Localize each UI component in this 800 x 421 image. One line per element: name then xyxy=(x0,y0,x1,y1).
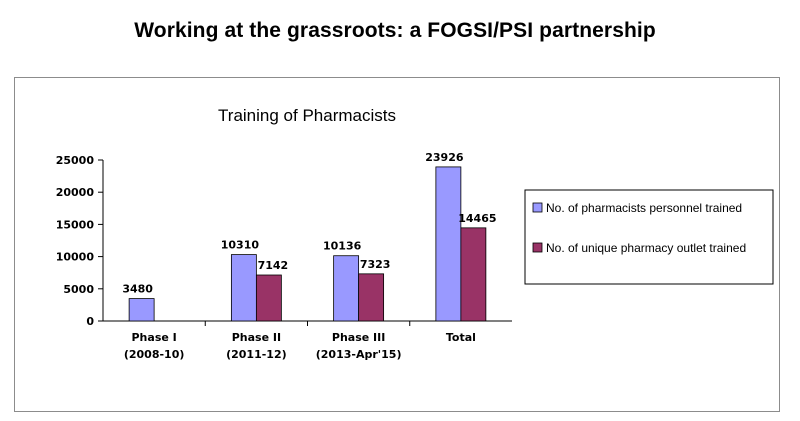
chart-frame: Training of Pharmacists 0 5000 10000 15000 20… xyxy=(14,77,780,412)
chart-title: Training of Pharmacists xyxy=(218,106,396,125)
y-tick-label: 10000 xyxy=(56,251,95,264)
data-label: 7323 xyxy=(360,258,391,271)
x-category-label: (2011-12) xyxy=(226,348,287,361)
legend-swatch xyxy=(532,202,543,213)
bar-1 xyxy=(333,255,360,322)
legend-label: No. of pharmacists personnel trained xyxy=(546,201,742,215)
data-label: 23926 xyxy=(425,151,464,164)
legend-swatch xyxy=(532,242,543,253)
bar-1 xyxy=(230,254,257,322)
data-label: 3480 xyxy=(122,283,153,296)
bar-2 xyxy=(460,227,487,322)
data-label: 7142 xyxy=(258,259,289,272)
bar-2 xyxy=(255,274,282,322)
bar-chart: Training of Pharmacists 0 5000 10000 15000 20… xyxy=(56,106,774,361)
x-category-label: Phase I xyxy=(132,331,177,344)
data-label: 10310 xyxy=(221,239,260,252)
bar-1 xyxy=(435,166,462,322)
y-tick-label: 25000 xyxy=(56,154,95,167)
data-label: 14465 xyxy=(458,212,496,225)
y-tick-label: 20000 xyxy=(56,186,95,199)
y-tick-label: 5000 xyxy=(63,283,94,296)
x-category-label: (2008-10) xyxy=(124,348,185,361)
x-category-label: Phase II xyxy=(232,331,281,344)
y-tick-label: 15000 xyxy=(56,218,95,231)
x-category-label: (2013-Apr'15) xyxy=(316,348,402,361)
legend-label: No. of unique pharmacy outlet trained xyxy=(546,241,746,255)
data-label: 10136 xyxy=(323,240,362,253)
y-tick-label: 0 xyxy=(86,315,94,328)
x-category-label: Phase III xyxy=(332,331,385,344)
page-title: Working at the grassroots: a FOGSI/PSI p… xyxy=(134,19,656,42)
bar-2 xyxy=(358,273,385,322)
bar-1 xyxy=(128,298,155,322)
x-category-label: Total xyxy=(446,331,476,344)
legend-box xyxy=(524,189,774,285)
